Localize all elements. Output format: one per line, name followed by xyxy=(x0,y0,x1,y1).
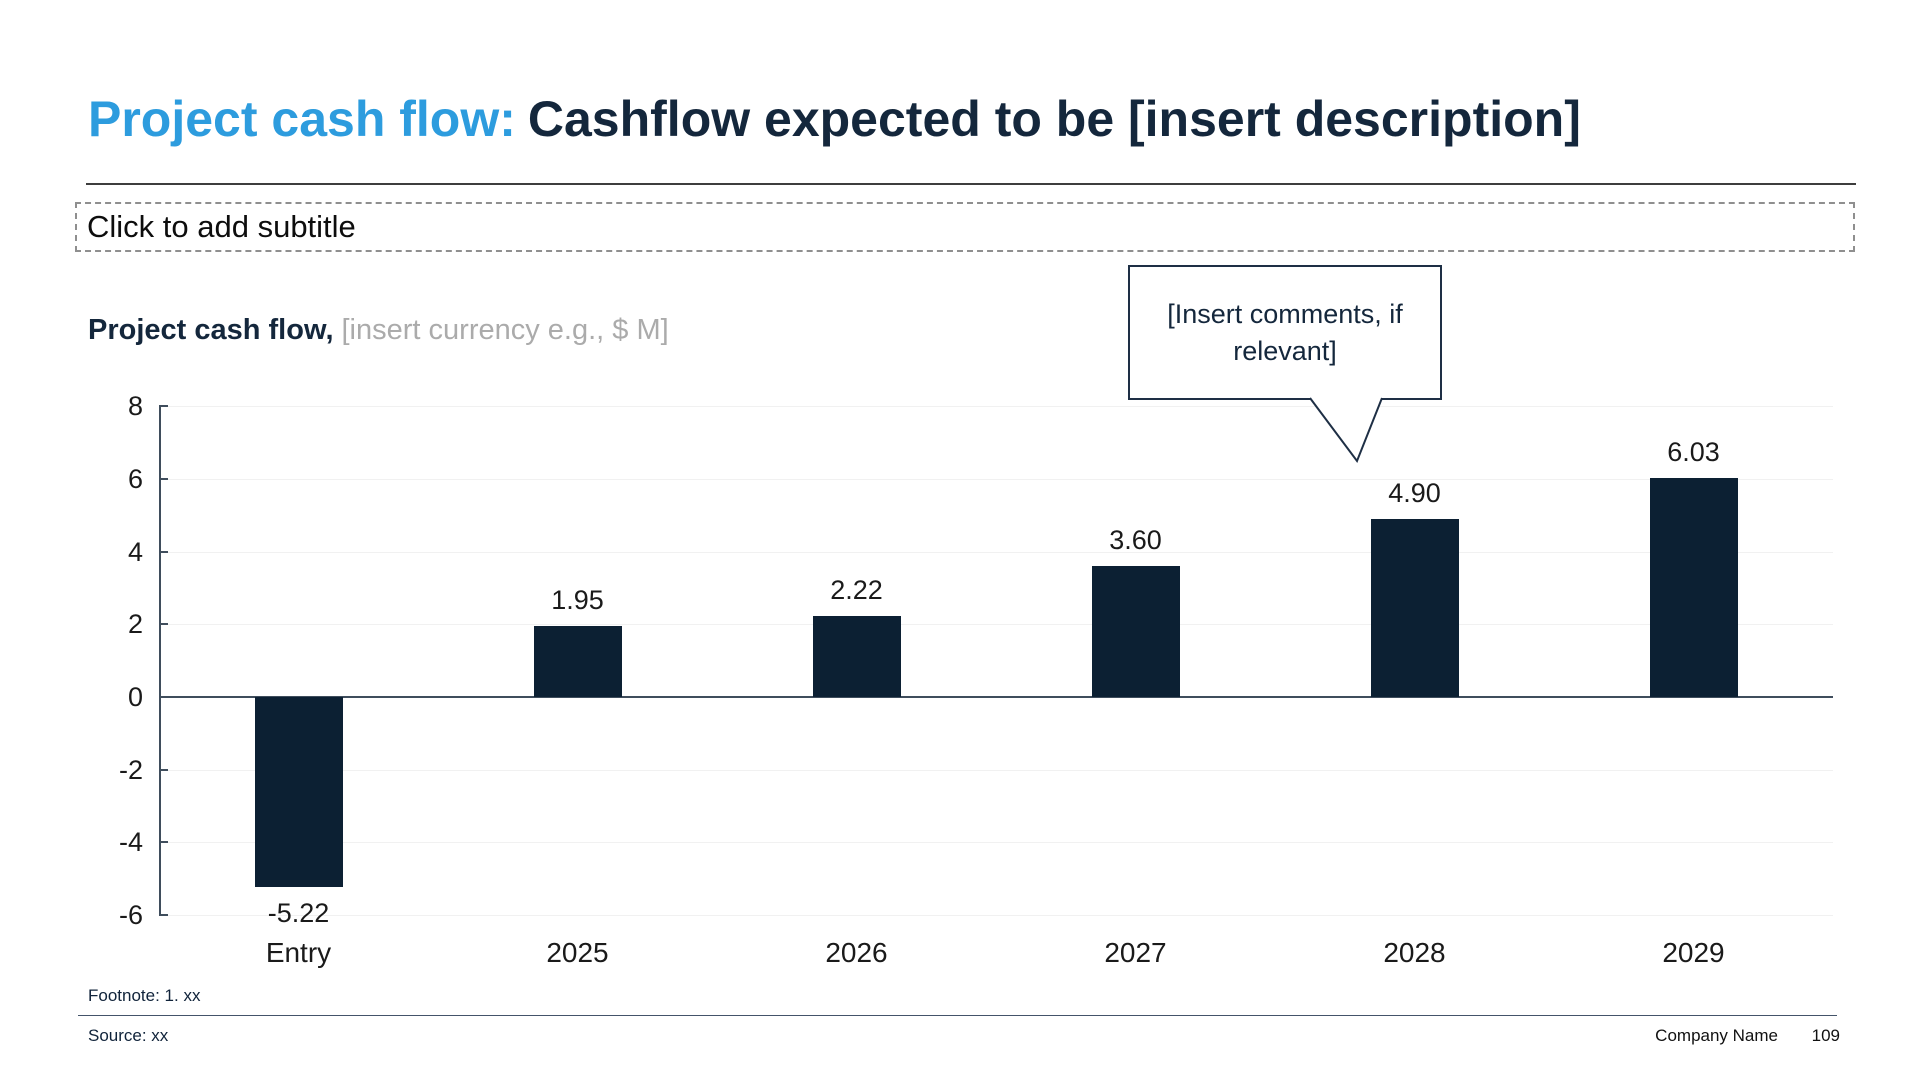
bar-2029 xyxy=(1649,477,1738,697)
page-number: 109 xyxy=(1811,1026,1840,1045)
chart-heading: Project cash flow, [insert currency e.g.,… xyxy=(88,314,669,347)
bar-2028 xyxy=(1370,518,1459,697)
category-label-2025: 2025 xyxy=(546,937,609,968)
zero-axis-line xyxy=(159,696,1833,698)
y-tick-label--4: -4 xyxy=(118,827,143,858)
page-title: Project cash flow: Cashflow expected to b… xyxy=(88,90,1581,148)
value-label-2028: 4.90 xyxy=(1388,477,1441,508)
value-label-2026: 2.22 xyxy=(830,575,883,606)
y-tick-label-4: 4 xyxy=(127,536,143,567)
category-label-2028: 2028 xyxy=(1383,937,1446,968)
gridline-2 xyxy=(159,624,1833,626)
y-tick-mark--4 xyxy=(159,841,168,844)
y-tick-mark-6 xyxy=(159,478,168,481)
gridline-8 xyxy=(159,406,1833,408)
gridline--6 xyxy=(159,914,1833,916)
y-tick-label--6: -6 xyxy=(118,899,143,930)
category-label-2027: 2027 xyxy=(1104,937,1167,968)
subtitle-placeholder-text: Click to add subtitle xyxy=(87,209,356,244)
value-label-2025: 1.95 xyxy=(551,585,604,616)
value-label-2027: 3.60 xyxy=(1109,525,1162,556)
gridline-4 xyxy=(159,551,1833,553)
chart-heading-label: Project cash flow, xyxy=(88,314,334,346)
bar-2026 xyxy=(812,616,901,697)
category-label-Entry: Entry xyxy=(265,937,332,968)
y-tick-mark-8 xyxy=(159,405,168,408)
value-label-2029: 6.03 xyxy=(1667,436,1720,467)
bar-Entry xyxy=(254,697,343,887)
value-label-Entry: -5.22 xyxy=(267,897,330,928)
comment-callout-text: [Insert comments, if relevant] xyxy=(1167,299,1403,366)
title-divider xyxy=(86,183,1856,185)
footer-divider xyxy=(78,1015,1837,1016)
page-title-accent: Project cash flow: xyxy=(88,91,516,147)
category-label-2026: 2026 xyxy=(825,937,888,968)
y-tick-mark-2 xyxy=(159,623,168,626)
y-tick-label-8: 8 xyxy=(127,391,143,422)
gridline--4 xyxy=(159,842,1833,844)
bar-2027 xyxy=(1091,566,1180,697)
gridline-6 xyxy=(159,479,1833,481)
chart-heading-unit-hint: [insert currency e.g., $ M] xyxy=(341,314,669,346)
y-tick-label--2: -2 xyxy=(118,754,143,785)
y-tick-mark-0 xyxy=(159,696,168,698)
company-name: Company Name xyxy=(1655,1026,1778,1045)
y-tick-label-6: 6 xyxy=(127,464,143,495)
y-tick-label-2: 2 xyxy=(127,609,143,640)
gridline--2 xyxy=(159,769,1833,771)
page-title-rest: Cashflow expected to be [insert descript… xyxy=(527,91,1581,147)
comment-callout[interactable]: [Insert comments, if relevant] xyxy=(1128,265,1442,400)
subtitle-placeholder[interactable]: Click to add subtitle xyxy=(75,202,1855,252)
callout-tail xyxy=(1309,397,1383,464)
y-tick-mark-4 xyxy=(159,550,168,553)
source-note: Source: xx xyxy=(88,1026,169,1045)
bar-2025 xyxy=(533,626,622,697)
category-label-2029: 2029 xyxy=(1662,937,1725,968)
y-tick-mark--2 xyxy=(159,768,168,771)
y-axis-line xyxy=(159,406,161,915)
footnote: Footnote: 1. xx xyxy=(88,986,201,1005)
y-tick-mark--6 xyxy=(159,913,168,916)
y-tick-label-0: 0 xyxy=(127,682,143,712)
